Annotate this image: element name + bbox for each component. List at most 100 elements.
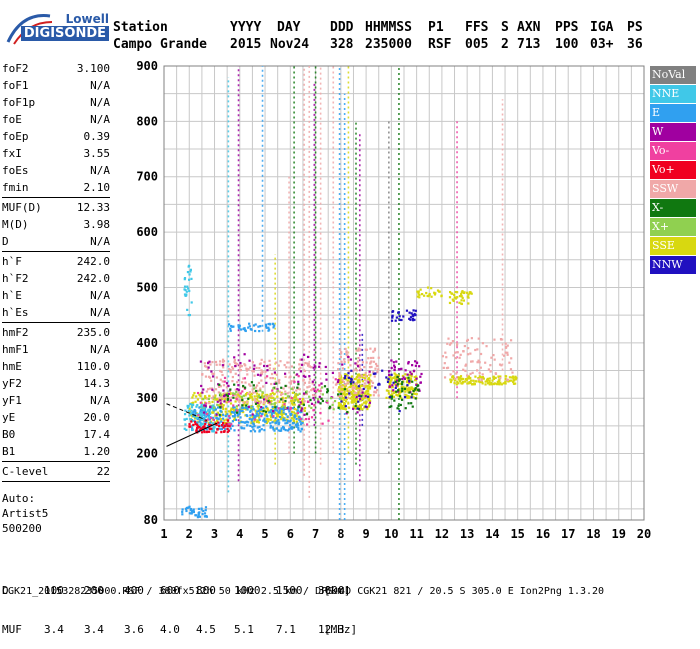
echo-point <box>268 363 272 367</box>
echo-point <box>297 405 300 408</box>
echo-point <box>469 381 472 385</box>
echo-point <box>284 429 287 432</box>
echo-point <box>361 380 364 383</box>
echo-point <box>290 399 293 403</box>
echo-point <box>194 420 197 423</box>
echo-point <box>445 356 448 359</box>
echo-point <box>469 372 472 376</box>
param-row: fxI 3.55 <box>2 145 110 162</box>
echo-point <box>231 407 234 411</box>
echo-point <box>188 414 191 417</box>
echo-point <box>219 414 223 417</box>
echo-point <box>451 340 455 343</box>
echo-point <box>215 376 218 379</box>
echo-point <box>284 393 287 396</box>
echo-point <box>192 510 195 514</box>
hdr-station-label: Station <box>113 20 168 35</box>
echo-point <box>258 418 261 421</box>
echo-point <box>500 364 503 367</box>
echo-point <box>364 395 367 398</box>
echo-point <box>460 378 463 381</box>
echo-point <box>409 318 412 321</box>
echo-point <box>269 393 272 396</box>
echo-point <box>189 270 192 273</box>
echo-point <box>492 382 496 386</box>
param-value: N/A <box>90 306 110 319</box>
echo-point <box>196 423 199 426</box>
echo-point <box>495 383 499 386</box>
echo-point <box>352 381 355 384</box>
echo-point <box>198 429 202 432</box>
echo-point <box>290 402 294 405</box>
param-row: foF1 N/A <box>2 77 110 94</box>
echo-point <box>478 361 481 364</box>
echo-point <box>225 386 229 389</box>
echo-point <box>286 392 289 395</box>
echo-point <box>404 376 408 379</box>
echo-point <box>211 411 215 414</box>
hdr-iga-value: 03+ <box>590 37 614 52</box>
echo-point <box>264 370 267 373</box>
echo-point <box>255 413 258 416</box>
echo-point <box>331 403 334 406</box>
param-row: foEs N/A <box>2 162 110 179</box>
echo-point <box>260 415 263 418</box>
echo-point <box>510 357 513 360</box>
echo-point <box>262 424 265 427</box>
echo-point <box>320 397 323 400</box>
echo-point <box>223 400 226 403</box>
echo-point <box>378 383 381 386</box>
echo-point <box>294 373 297 377</box>
echo-point <box>201 512 204 516</box>
echo-point <box>230 410 234 414</box>
echo-point <box>315 390 318 393</box>
echo-point <box>387 392 390 395</box>
echo-point <box>195 426 199 430</box>
echo-point <box>311 382 314 385</box>
echo-point <box>208 387 212 390</box>
echo-point <box>185 294 188 297</box>
echo-point <box>388 375 391 378</box>
echo-point <box>296 422 299 425</box>
echo-point <box>358 365 361 368</box>
x-tick-label: 20 <box>637 527 651 541</box>
file-info-footer: CGK21_2015328235000.RSF / 380fx512h 50 k… <box>2 586 605 597</box>
echo-point <box>293 403 296 406</box>
echo-point <box>301 401 304 404</box>
echo-point <box>257 325 260 328</box>
echo-point <box>261 406 265 409</box>
echo-point <box>461 377 465 381</box>
echo-point <box>479 352 483 356</box>
echo-point <box>486 378 489 381</box>
echo-point <box>400 398 404 401</box>
echo-point <box>412 387 415 390</box>
echo-point <box>302 403 305 406</box>
echo-point <box>303 400 306 403</box>
echo-point <box>252 384 255 387</box>
echo-point <box>303 413 306 416</box>
echo-point <box>345 373 348 376</box>
echo-point <box>407 402 410 405</box>
echo-point <box>189 403 192 406</box>
echo-point <box>277 413 280 416</box>
echo-point <box>201 412 204 415</box>
echo-point <box>394 386 397 389</box>
echo-point <box>515 376 518 380</box>
echo-point <box>298 418 301 422</box>
echo-point <box>213 396 216 399</box>
echo-point <box>280 405 283 409</box>
echo-point <box>219 404 223 407</box>
echo-point <box>490 383 493 386</box>
echo-point <box>481 382 484 385</box>
echo-point <box>260 369 263 372</box>
echo-point <box>467 382 470 385</box>
echo-point <box>223 392 226 395</box>
echo-point <box>395 393 398 396</box>
echo-point <box>206 424 210 427</box>
echo-point <box>498 378 501 381</box>
echo-point <box>199 360 203 363</box>
echo-point <box>397 389 400 392</box>
echo-point <box>368 383 371 386</box>
echo-point <box>498 380 501 383</box>
echo-point <box>245 408 248 411</box>
